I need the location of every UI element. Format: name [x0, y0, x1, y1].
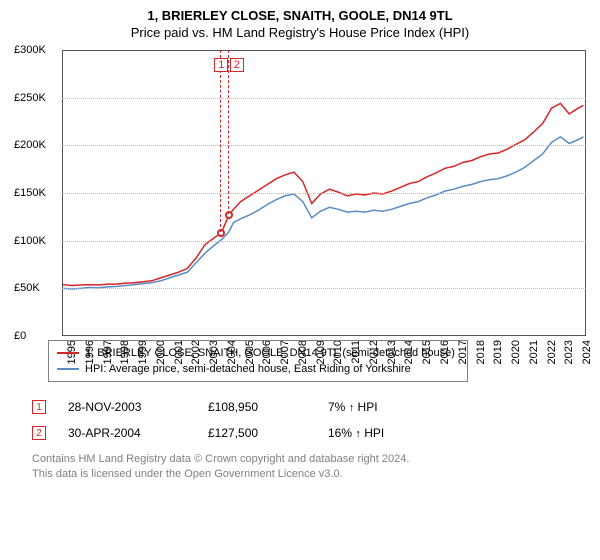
gridline — [62, 145, 586, 146]
transaction-row: 1 28-NOV-2003£108,9507% ↑ HPI — [32, 394, 398, 420]
gridline — [62, 288, 586, 289]
legend-item: 1, BRIERLEY CLOSE, SNAITH, GOOLE, DN14 9… — [57, 345, 459, 361]
transaction-pct: 16% ↑ HPI — [328, 426, 398, 440]
x-axis-tick: 2021 — [528, 340, 540, 370]
gridline — [62, 98, 586, 99]
series-line — [63, 137, 583, 289]
transaction-price: £108,950 — [208, 400, 328, 414]
annotation-badge: 1 — [214, 58, 228, 72]
transaction-price: £127,500 — [208, 426, 328, 440]
chart-title: 1, BRIERLEY CLOSE, SNAITH, GOOLE, DN14 9… — [14, 8, 586, 23]
price-marker — [225, 211, 233, 219]
series-line — [63, 103, 583, 285]
legend: 1, BRIERLEY CLOSE, SNAITH, GOOLE, DN14 9… — [48, 340, 468, 382]
x-axis-tick: 2019 — [492, 340, 504, 370]
annotation-badge: 2 — [230, 58, 244, 72]
transaction-row: 2 30-APR-2004£127,50016% ↑ HPI — [32, 420, 398, 446]
transaction-pct: 7% ↑ HPI — [328, 400, 398, 414]
transaction-date: 28-NOV-2003 — [68, 400, 208, 414]
transaction-date: 30-APR-2004 — [68, 426, 208, 440]
x-axis-tick: 2020 — [510, 340, 522, 370]
y-axis-tick: £250K — [14, 92, 58, 104]
annotation-line — [228, 50, 229, 214]
y-axis-tick: £200K — [14, 139, 58, 151]
x-axis-tick: 2024 — [581, 340, 593, 370]
transaction-badge: 2 — [32, 426, 46, 440]
attribution-line2: This data is licensed under the Open Gov… — [32, 467, 409, 482]
transaction-badge: 1 — [32, 400, 46, 414]
gridline — [62, 241, 586, 242]
y-axis-tick: £50K — [14, 282, 58, 294]
transactions-table: 1 28-NOV-2003£108,9507% ↑ HPI 2 30-APR-2004… — [32, 394, 398, 446]
line-series-svg — [63, 51, 587, 337]
y-axis-tick: £150K — [14, 187, 58, 199]
annotation-line — [220, 50, 221, 232]
attribution: Contains HM Land Registry data © Crown c… — [32, 452, 409, 482]
legend-swatch — [57, 368, 79, 370]
attribution-line1: Contains HM Land Registry data © Crown c… — [32, 452, 409, 467]
legend-label: HPI: Average price, semi-detached house,… — [85, 363, 411, 375]
x-axis-tick: 2018 — [475, 340, 487, 370]
x-axis-tick: 2022 — [546, 340, 558, 370]
price-marker — [217, 229, 225, 237]
chart-subtitle: Price paid vs. HM Land Registry's House … — [14, 25, 586, 40]
y-axis-tick: £100K — [14, 235, 58, 247]
legend-item: HPI: Average price, semi-detached house,… — [57, 361, 459, 377]
y-axis-tick: £300K — [14, 44, 58, 56]
x-axis-tick: 2023 — [563, 340, 575, 370]
gridline — [62, 193, 586, 194]
legend-label: 1, BRIERLEY CLOSE, SNAITH, GOOLE, DN14 9… — [85, 347, 455, 359]
legend-swatch — [57, 352, 79, 354]
chart-area: £0£50K£100K£150K£200K£250K£300K199519961… — [14, 46, 586, 374]
